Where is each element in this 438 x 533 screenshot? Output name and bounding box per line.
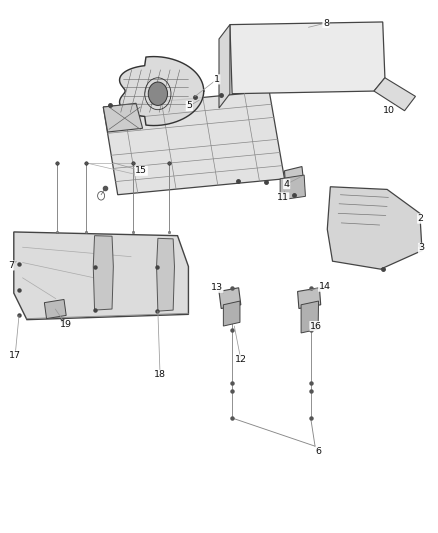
Text: 11: 11 [277,193,289,202]
Polygon shape [93,236,113,310]
Circle shape [148,82,167,106]
Polygon shape [327,187,422,269]
Polygon shape [14,232,188,320]
Text: 1: 1 [214,75,220,84]
Text: 13: 13 [211,283,223,292]
Polygon shape [219,25,230,108]
Text: 17: 17 [9,351,21,360]
Polygon shape [156,238,174,311]
Polygon shape [297,288,321,309]
Text: 14: 14 [319,282,331,291]
Polygon shape [230,22,385,94]
Text: 7: 7 [8,261,14,270]
Text: 5: 5 [186,101,192,110]
Text: 12: 12 [235,355,247,364]
Text: 3: 3 [419,244,425,253]
Text: 18: 18 [154,370,166,379]
Text: 6: 6 [315,447,321,456]
Text: 2: 2 [418,214,424,223]
Polygon shape [280,175,305,200]
Polygon shape [219,288,241,309]
Text: 4: 4 [284,180,290,189]
Text: 16: 16 [310,321,322,330]
Text: 19: 19 [60,320,72,329]
Polygon shape [301,301,318,333]
Polygon shape [103,91,285,195]
Polygon shape [285,166,304,190]
Polygon shape [374,78,416,111]
Text: 8: 8 [323,19,329,28]
Text: 15: 15 [135,166,147,175]
Polygon shape [103,103,143,132]
Polygon shape [44,300,66,319]
Text: 10: 10 [383,106,395,115]
Polygon shape [223,301,240,326]
Polygon shape [120,56,204,126]
